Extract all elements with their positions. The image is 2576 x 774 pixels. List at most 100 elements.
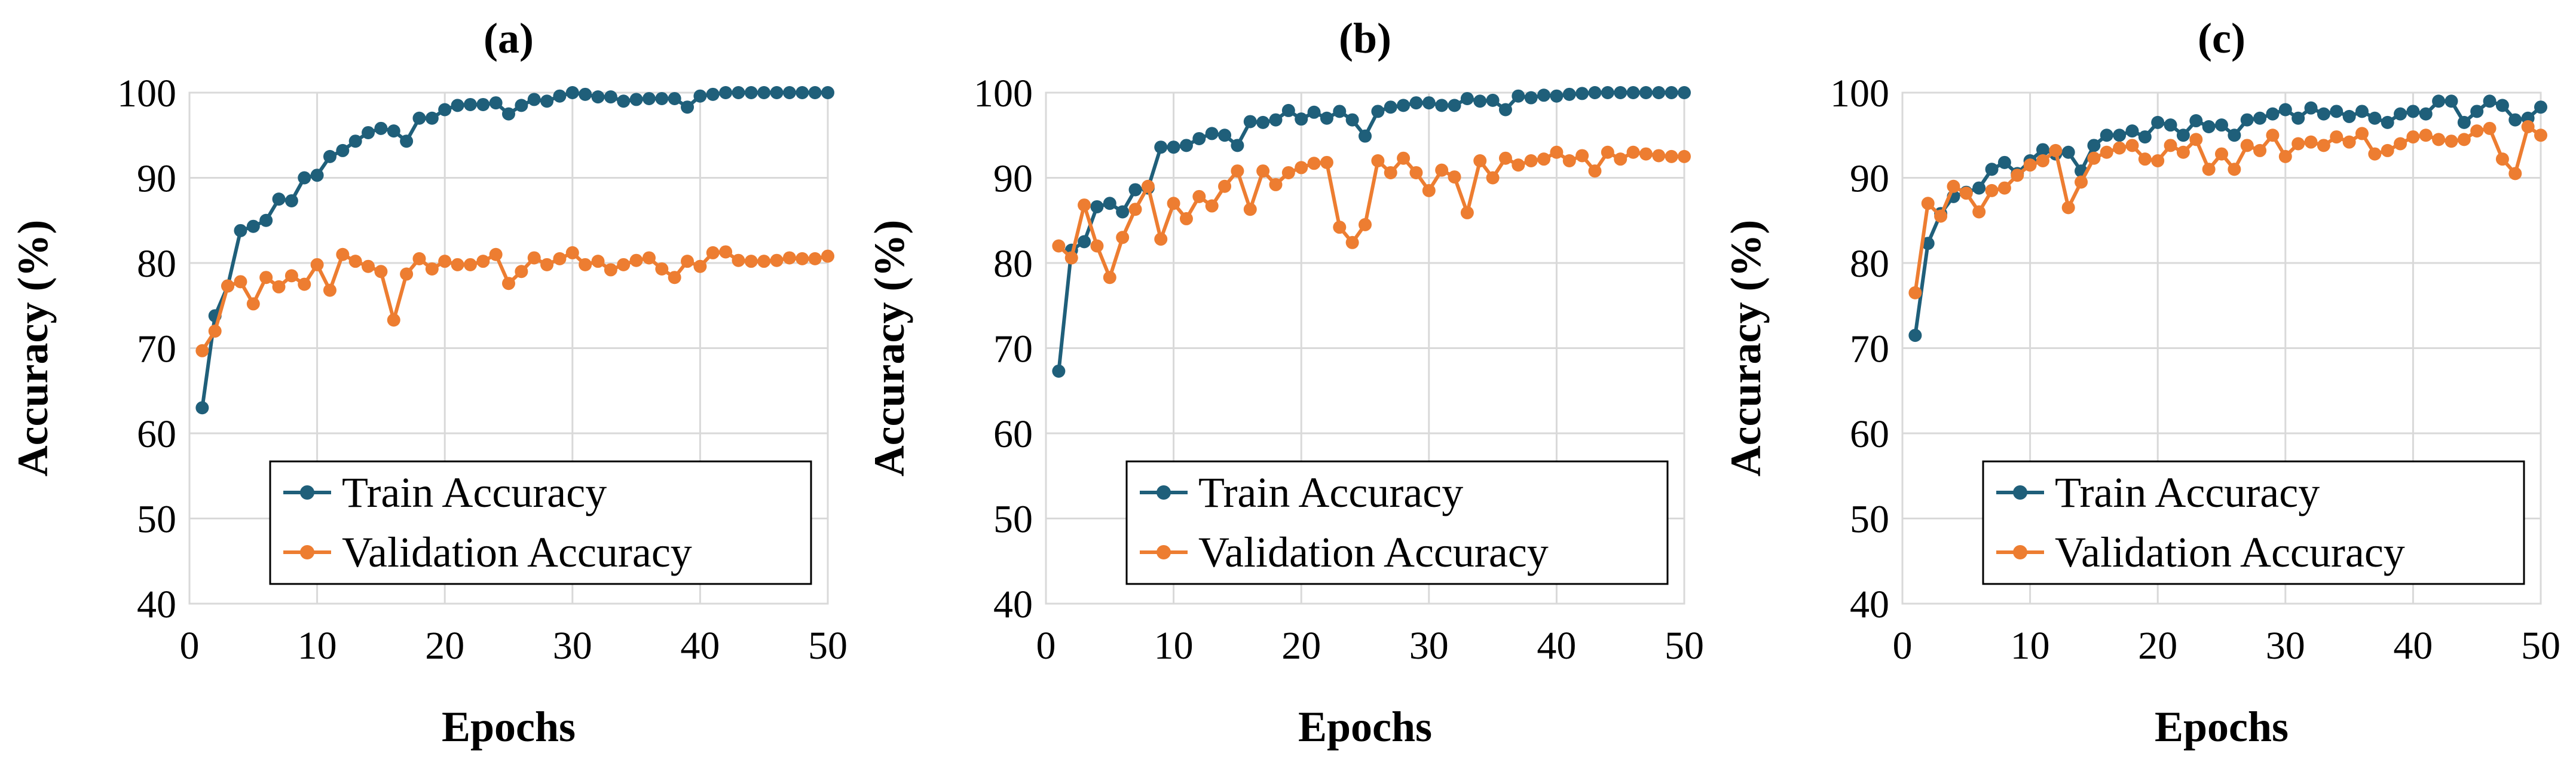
data-point	[1588, 164, 1602, 178]
data-point	[195, 401, 209, 415]
data-point	[604, 263, 617, 277]
data-point	[2253, 143, 2267, 157]
data-point	[1473, 154, 1487, 167]
data-point	[234, 224, 247, 237]
y-tick-label: 40	[993, 583, 1033, 626]
data-point	[757, 255, 771, 268]
data-point	[1524, 91, 1538, 105]
data-point	[540, 94, 554, 108]
data-point	[1422, 96, 1436, 110]
data-point	[2228, 129, 2241, 142]
data-point	[591, 90, 605, 104]
data-point	[1460, 206, 1474, 219]
data-point	[2355, 127, 2369, 140]
legend-marker-0	[2013, 485, 2027, 500]
x-tick-label: 50	[1665, 624, 1704, 668]
y-tick-label: 40	[137, 583, 176, 626]
data-point	[2483, 94, 2497, 108]
data-point	[2483, 121, 2497, 135]
y-tick-label: 70	[993, 328, 1033, 371]
data-point	[782, 86, 796, 99]
data-point	[2151, 115, 2165, 129]
y-tick-label: 50	[993, 498, 1033, 542]
data-point	[1921, 197, 1935, 210]
x-tick-label: 30	[1409, 624, 1449, 668]
data-point	[2445, 94, 2458, 108]
data-point	[796, 252, 809, 265]
y-tick-label: 50	[137, 498, 176, 542]
data-point	[565, 246, 579, 259]
data-point	[2304, 101, 2318, 115]
data-point	[1409, 166, 1423, 179]
data-point	[412, 252, 426, 265]
data-point	[540, 258, 554, 271]
data-point	[1052, 364, 1066, 378]
chart-panel-2: 40 50 60 70 80 90 100 0 10 20 30 40 50 Epochs Accuracy…	[1722, 14, 2560, 751]
data-point	[2100, 145, 2113, 159]
data-point	[195, 344, 209, 357]
data-point	[515, 99, 528, 112]
data-point	[1908, 329, 1922, 342]
data-point	[1550, 89, 1564, 103]
data-point	[1486, 171, 1500, 185]
data-point	[782, 251, 796, 265]
data-point	[1639, 147, 1653, 161]
x-tick-label: 50	[2521, 624, 2560, 668]
data-point	[757, 86, 771, 99]
data-point	[744, 255, 758, 268]
data-point	[1435, 99, 1449, 112]
data-point	[2138, 130, 2152, 144]
data-point	[2394, 107, 2407, 121]
legend-marker-0	[1157, 485, 1171, 500]
panel-title: (b)	[1339, 14, 1391, 62]
legend-marker-1	[2013, 545, 2027, 559]
data-point	[1179, 212, 1193, 225]
legend-marker-1	[1157, 545, 1171, 559]
panel-title: (c)	[2198, 14, 2245, 62]
data-point	[1359, 218, 1372, 231]
data-point	[1588, 86, 1602, 99]
data-point	[1359, 129, 1372, 143]
data-point	[2508, 167, 2522, 181]
data-point	[1448, 170, 1461, 184]
x-axis-title: Epochs	[442, 703, 576, 751]
x-tick-label: 10	[1154, 624, 1194, 668]
data-point	[1601, 86, 1614, 99]
data-point	[2394, 137, 2407, 151]
data-point	[565, 86, 579, 99]
x-tick-label: 20	[425, 624, 464, 668]
data-point	[2330, 130, 2344, 144]
y-tick-label: 80	[1850, 242, 1889, 286]
data-point	[2113, 141, 2127, 155]
legend	[1982, 460, 2525, 585]
data-point	[1997, 155, 2011, 169]
legend-marker-1	[300, 545, 314, 559]
data-point	[2266, 107, 2280, 121]
data-point	[1243, 115, 1257, 129]
data-point	[284, 194, 298, 207]
data-point	[1141, 179, 1155, 193]
data-point	[1498, 103, 1512, 117]
data-point	[2176, 145, 2190, 159]
data-point	[1320, 111, 1333, 125]
data-point	[2266, 129, 2280, 142]
data-point	[2036, 154, 2049, 167]
data-point	[1205, 127, 1219, 140]
data-point	[1103, 197, 1116, 210]
data-point	[1601, 145, 1614, 159]
data-point	[527, 93, 541, 106]
data-point	[2381, 143, 2394, 157]
data-point	[2445, 134, 2458, 148]
data-point	[1192, 189, 1206, 203]
data-point	[2011, 169, 2024, 182]
data-point	[2317, 107, 2330, 121]
data-point	[2100, 129, 2113, 142]
x-tick-label: 10	[2011, 624, 2050, 668]
data-point	[1537, 152, 1551, 166]
data-point	[1409, 96, 1423, 110]
data-point	[1524, 154, 1538, 167]
data-point	[2113, 129, 2127, 142]
data-point	[2075, 175, 2088, 189]
data-point	[604, 90, 617, 104]
